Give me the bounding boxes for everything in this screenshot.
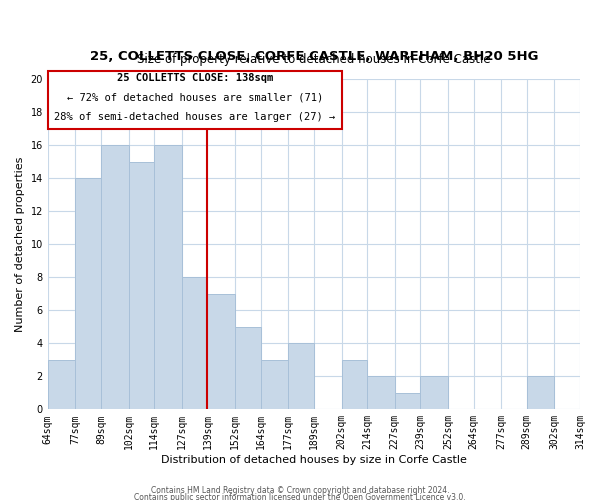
Text: 28% of semi-detached houses are larger (27) →: 28% of semi-detached houses are larger (… (54, 112, 335, 122)
Title: 25, COLLETTS CLOSE, CORFE CASTLE, WAREHAM, BH20 5HG: 25, COLLETTS CLOSE, CORFE CASTLE, WAREHA… (89, 50, 538, 63)
X-axis label: Distribution of detached houses by size in Corfe Castle: Distribution of detached houses by size … (161, 455, 467, 465)
Bar (367, 376, 395, 410)
Bar (76, 178, 101, 410)
Bar (101, 146, 128, 410)
FancyBboxPatch shape (48, 71, 341, 129)
Bar (235, 327, 260, 409)
Bar (395, 393, 421, 409)
Bar (182, 278, 208, 409)
Text: 25 COLLETTS CLOSE: 138sqm: 25 COLLETTS CLOSE: 138sqm (116, 73, 273, 83)
Bar (341, 360, 367, 410)
Text: ← 72% of detached houses are smaller (71): ← 72% of detached houses are smaller (71… (67, 92, 323, 102)
Bar (154, 146, 182, 410)
Bar (128, 162, 154, 410)
Bar (48, 360, 76, 410)
Bar (527, 376, 554, 410)
Text: Contains public sector information licensed under the Open Government Licence v3: Contains public sector information licen… (134, 494, 466, 500)
Text: Size of property relative to detached houses in Corfe Castle: Size of property relative to detached ho… (137, 53, 491, 66)
Bar (260, 360, 289, 410)
Bar (421, 376, 448, 410)
Bar (208, 294, 235, 410)
Text: Contains HM Land Registry data © Crown copyright and database right 2024.: Contains HM Land Registry data © Crown c… (151, 486, 449, 495)
Y-axis label: Number of detached properties: Number of detached properties (15, 156, 25, 332)
Bar (289, 344, 314, 409)
